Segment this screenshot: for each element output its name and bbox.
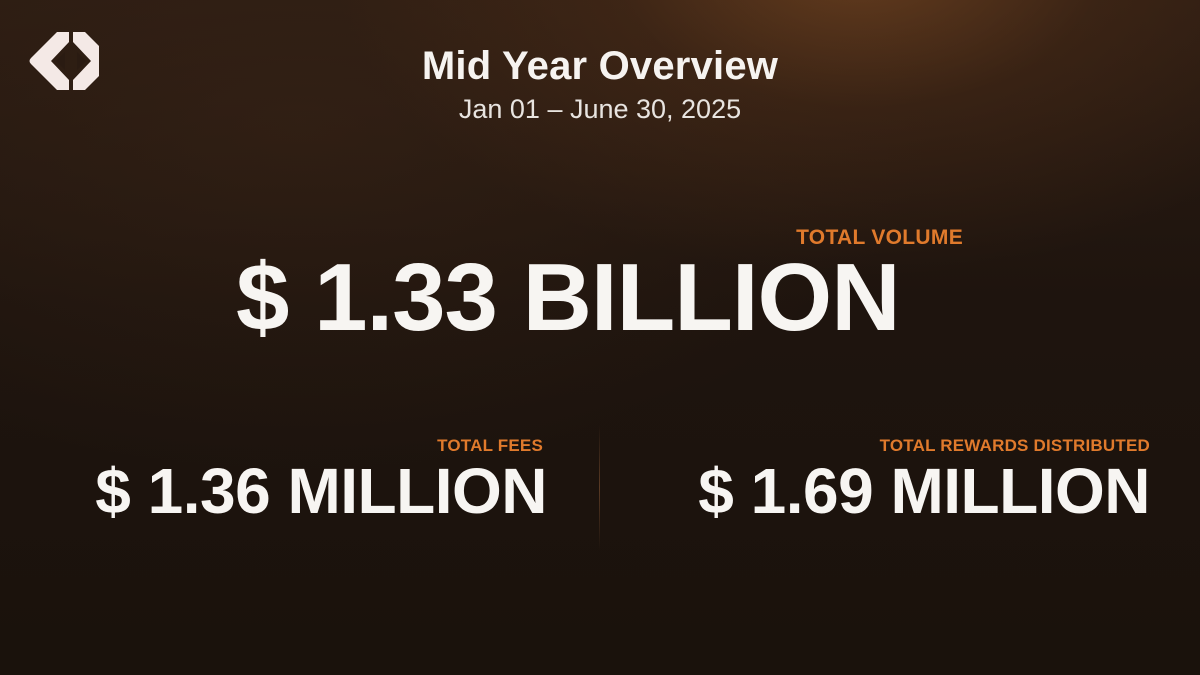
total-fees-label: TOTAL FEES xyxy=(437,436,543,455)
page-title: Mid Year Overview xyxy=(421,44,779,88)
brand-logo-icon xyxy=(27,30,103,92)
total-fees-value: $ 1.36 MILLION xyxy=(95,455,547,527)
total-volume-label: TOTAL VOLUME xyxy=(796,226,963,249)
total-volume-value: $ 1.33 BILLION xyxy=(236,244,901,351)
total-rewards-label: TOTAL REWARDS DISTRIBUTED xyxy=(879,436,1150,455)
date-range: Jan 01 – June 30, 2025 xyxy=(458,94,742,124)
stats-divider xyxy=(599,425,600,550)
total-rewards-value: $ 1.69 MILLION xyxy=(698,455,1150,527)
